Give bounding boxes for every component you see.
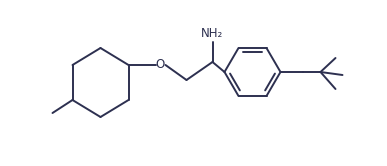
Text: O: O <box>156 58 165 72</box>
Text: NH₂: NH₂ <box>201 27 224 40</box>
